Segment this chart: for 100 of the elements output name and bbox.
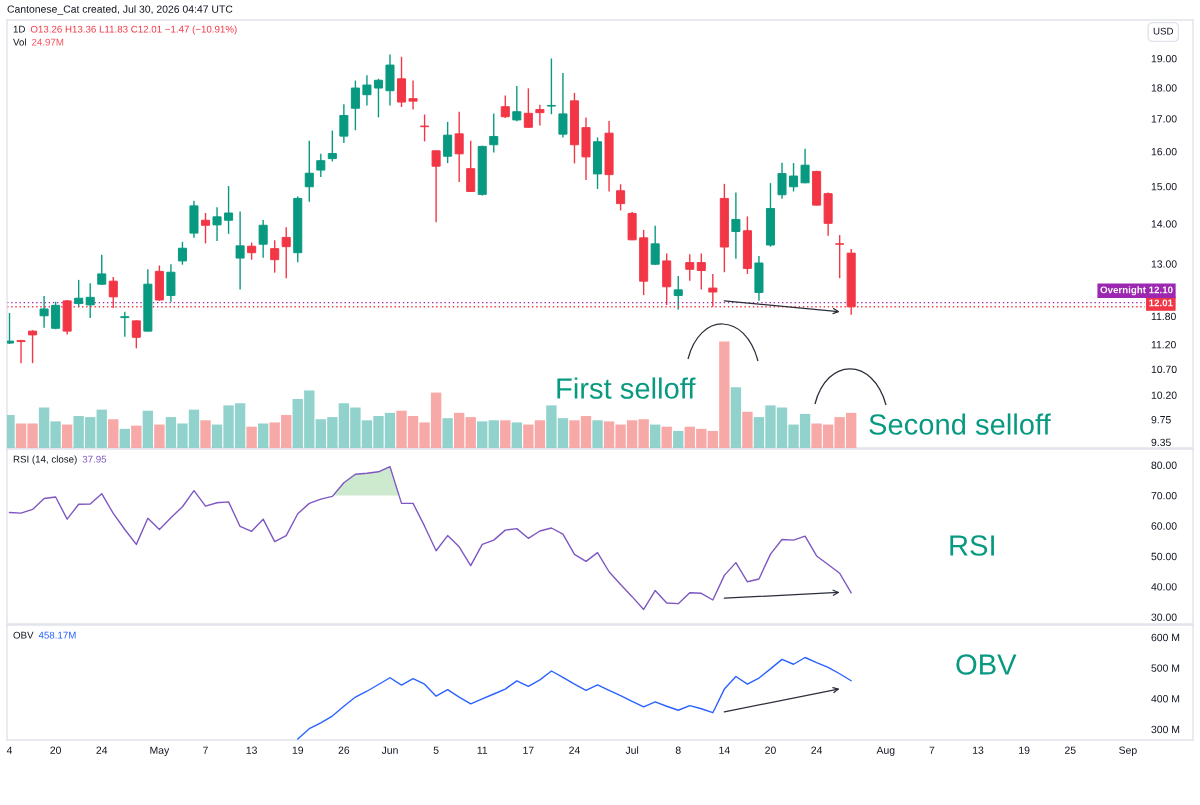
candlestick [650,224,660,266]
annotation: First selloff [557,377,696,399]
x-tick-label: 5 [433,746,439,754]
annotation: OBV [956,654,1017,675]
x-tick-label: 8 [675,746,681,754]
bar [131,425,142,448]
bar [742,411,753,448]
candlestick [512,85,522,122]
bar [477,421,488,448]
annotation: Second selloff [869,413,1051,435]
y-tick-label: 30.00 [1151,613,1177,621]
candlestick [28,329,38,364]
ref-line-label: 12.01 [1149,299,1173,307]
candlestick [212,206,222,242]
candlestick [523,87,533,129]
bar [673,430,684,448]
y-tick-label: 600 M [1151,633,1180,642]
candlestick [85,282,95,319]
candlestick [489,112,499,154]
bar [108,419,119,448]
x-tick-label: 11 [477,746,488,754]
x-tick-label: Jul [625,746,639,754]
x-tick-label: 20 [50,746,62,754]
candlestick [454,111,464,183]
candlestick [431,149,441,223]
line-series [297,656,852,740]
candlestick [339,103,349,144]
y-tick-label: 11.80 [1151,312,1176,321]
candlestick [420,113,430,143]
annotation: 37.95 [82,455,107,463]
candlestick [74,279,84,308]
y-tick-label: 17.00 [1151,115,1177,123]
candlestick [97,254,107,286]
bar [154,424,165,448]
bar [465,417,476,448]
x-tick-label: Aug [876,746,895,756]
text: USD [1153,27,1174,35]
candlestick [696,252,706,291]
x-tick-label: 20 [765,746,776,754]
candlestick [777,162,787,200]
x-tick-label: 7 [929,746,935,754]
candlestick [258,219,268,259]
x-tick-label: 7 [203,746,208,754]
bar [257,423,269,448]
candlestick [789,162,799,193]
x-tick-label: 24 [569,746,580,754]
chart-title: 1D [13,25,25,33]
text: RSI (14, close) [13,455,77,465]
x-tick-label: 26 [338,746,350,754]
candlestick [235,210,245,291]
x-tick-label: 13 [973,746,984,754]
candlestick [120,310,130,338]
x-tick-label: 13 [246,746,257,754]
y-tick-label: 80.00 [1151,461,1177,469]
bar [488,420,499,448]
bar [511,422,523,448]
bar [730,387,742,448]
y-tick-label: 10.20 [1151,391,1177,399]
candlestick [7,312,15,345]
y-tick-label: 60.00 [1151,522,1177,530]
x-tick-label: 4 [6,746,13,754]
candlestick [835,234,845,279]
candlestick [616,183,626,212]
y-tick-label: 50.00 [1151,552,1177,561]
ref-line-label: Overnight 12.10 [1100,286,1173,296]
y-tick-label: 16.00 [1151,147,1177,156]
line-series [8,465,852,611]
candlestick [443,121,453,164]
x-tick-label: 19 [292,746,304,754]
x-tick-label: 19 [1019,746,1030,754]
candlestick [224,185,234,235]
candlestick [673,275,683,311]
candlestick [731,191,741,260]
bar [649,424,661,448]
y-tick-label: 70.00 [1151,491,1177,500]
y-tick-label: 11.20 [1151,340,1176,349]
annotation: O13.26 H13.36 L11.83 C12.01 −1.47 (−10.91%) [30,25,237,35]
text: Cantonese_Cat created, Jul 30, 2026 04:47 UTC [7,5,233,15]
candlestick [373,78,383,119]
x-tick-label: 24 [811,746,823,754]
candlestick [800,148,810,184]
bar [142,410,154,448]
y-tick-label: 18.00 [1151,84,1177,92]
candlestick [177,241,187,266]
candlestick [39,295,49,329]
candlestick [304,140,314,203]
bar [500,420,511,448]
x-tick-label: May [150,746,170,756]
bar [96,409,107,448]
bar [246,426,257,448]
candlestick [270,239,280,274]
bar [661,426,672,448]
bar [119,428,130,448]
x-tick-label: 17 [523,746,534,754]
y-tick-label: 500 M [1151,664,1180,672]
annotation: 458.17M [38,631,76,639]
bar [453,412,465,448]
chart-title: Vol [13,38,26,46]
y-tick-label: 9.75 [1151,416,1171,424]
y-tick-label: 9.35 [1151,438,1171,447]
